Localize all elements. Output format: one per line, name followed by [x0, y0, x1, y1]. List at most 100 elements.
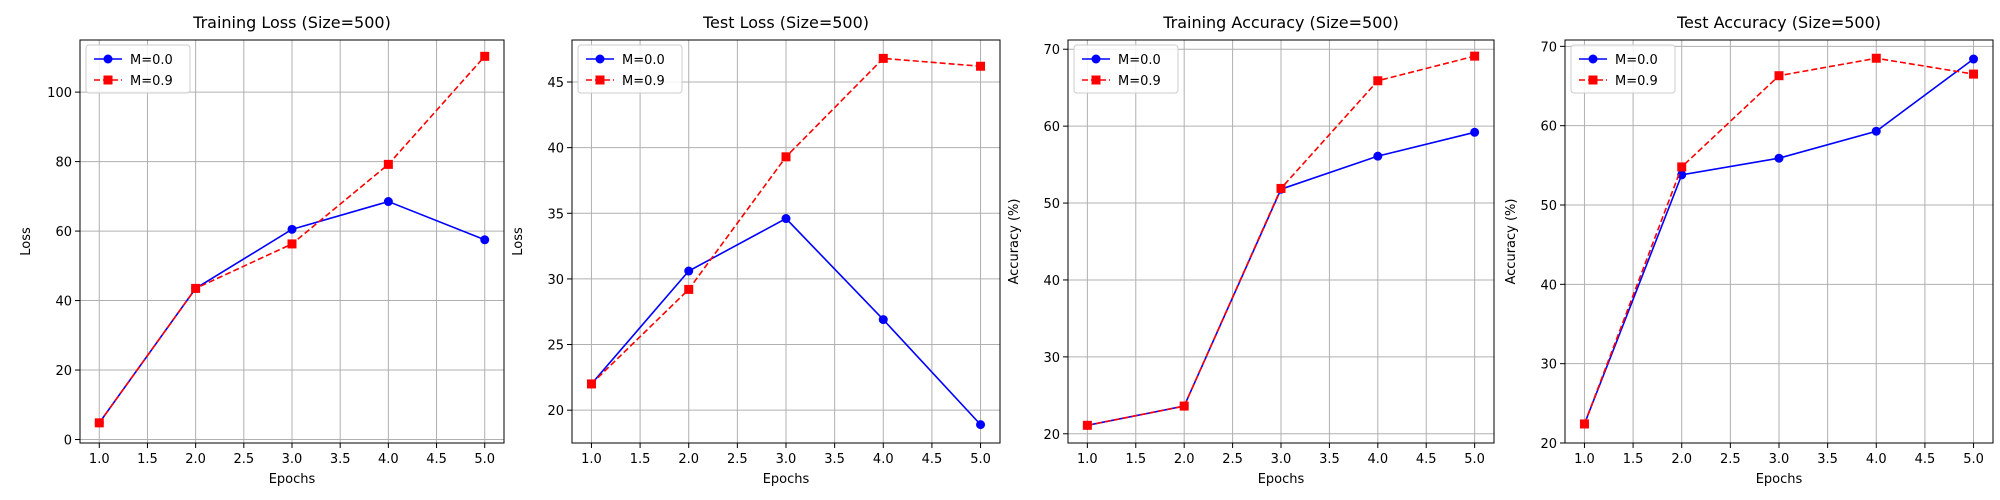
x-tick-label: 5.0: [1464, 452, 1485, 467]
y-tick-label: 60: [55, 225, 72, 240]
data-point: [1677, 170, 1687, 180]
x-tick-label: 4.5: [1416, 452, 1437, 467]
x-axis-label: Epochs: [269, 472, 316, 487]
x-tick-label: 4.5: [426, 452, 447, 467]
data-point: [1082, 420, 1092, 430]
x-tick-label: 2.5: [1720, 452, 1741, 467]
x-tick-label: 1.0: [581, 452, 602, 467]
y-axis-label: Accuracy (%): [1504, 199, 1519, 285]
x-tick-label: 5.0: [1963, 452, 1984, 467]
chart-panel-3: 1.0 1.5 2.0 2.5 3.0 3.5 4.0 4.5 5.0 20 30 40 50 60 70 T…: [1007, 13, 1495, 487]
data-point: [781, 152, 791, 162]
y-tick-label: 35: [547, 207, 564, 222]
y-tick-label: 45: [547, 76, 564, 91]
data-point: [94, 418, 104, 428]
x-axis-label: Epochs: [1756, 472, 1803, 487]
data-point: [1276, 183, 1286, 193]
legend-label: M=0.0: [130, 53, 173, 68]
legend-marker: [1091, 54, 1101, 64]
data-point: [1373, 151, 1383, 161]
x-tick-label: 5.0: [970, 452, 991, 467]
data-point: [1969, 54, 1979, 64]
data-point: [878, 53, 888, 63]
y-tick-label: 30: [1540, 358, 1557, 373]
data-point: [191, 283, 201, 293]
x-tick-label: 3.5: [330, 452, 351, 467]
y-tick-label: 30: [1043, 351, 1060, 366]
data-point: [976, 61, 986, 71]
y-tick-label: 20: [1043, 428, 1060, 443]
data-point: [1871, 126, 1881, 136]
y-tick-label: 25: [547, 339, 564, 354]
data-point: [480, 235, 490, 245]
x-tick-label: 4.0: [378, 452, 399, 467]
legend-label: M=0.9: [1615, 74, 1658, 89]
data-point: [781, 214, 791, 224]
x-tick-label: 2.0: [185, 452, 206, 467]
y-tick-label: 60: [1043, 120, 1060, 135]
chart-title: Test Accuracy (Size=500): [1676, 13, 1881, 32]
x-tick-label: 3.0: [1271, 452, 1292, 467]
x-tick-label: 3.5: [1817, 452, 1838, 467]
data-point: [878, 315, 888, 325]
x-tick-label: 4.5: [922, 452, 943, 467]
y-tick-label: 20: [1540, 437, 1557, 452]
data-point: [1373, 76, 1383, 86]
legend-label: M=0.0: [622, 53, 665, 68]
legend-label: M=0.9: [130, 74, 173, 89]
y-tick-label: 100: [47, 86, 72, 101]
data-point: [1470, 51, 1480, 61]
chart-title: Training Accuracy (Size=500): [1162, 13, 1399, 32]
legend-marker: [103, 75, 113, 85]
y-tick-label: 40: [55, 295, 72, 310]
legend-marker: [1588, 54, 1598, 64]
legend-marker: [1091, 75, 1101, 85]
legend-marker: [595, 75, 605, 85]
data-point: [383, 159, 393, 169]
data-point: [1470, 127, 1480, 137]
x-tick-label: 1.5: [1125, 452, 1146, 467]
data-point: [287, 239, 297, 249]
chart-panel-2: 1.0 1.5 2.0 2.5 3.0 3.5 4.0 4.5 5.0 20 25 30 35 40 45 T…: [511, 13, 1001, 487]
x-axis-label: Epochs: [763, 472, 810, 487]
y-tick-label: 40: [1043, 274, 1060, 289]
data-point: [684, 266, 694, 276]
y-tick-label: 30: [547, 273, 564, 288]
data-point: [287, 224, 297, 234]
y-axis-label: Loss: [19, 227, 34, 256]
x-axis-label: Epochs: [1258, 472, 1305, 487]
legend-marker: [595, 54, 605, 64]
legend-marker: [1588, 75, 1598, 85]
y-axis-label: Loss: [511, 227, 526, 256]
legend-label: M=0.9: [1118, 74, 1161, 89]
legend-label: M=0.9: [622, 74, 665, 89]
x-tick-label: 2.5: [1222, 452, 1243, 467]
data-point: [586, 379, 596, 389]
data-point: [684, 284, 694, 294]
x-tick-label: 1.5: [1623, 452, 1644, 467]
data-point: [480, 51, 490, 61]
chart-title: Test Loss (Size=500): [702, 13, 869, 32]
y-tick-label: 50: [1043, 197, 1060, 212]
y-tick-label: 60: [1540, 120, 1557, 135]
x-tick-label: 2.0: [1174, 452, 1195, 467]
x-tick-label: 4.0: [873, 452, 894, 467]
x-tick-label: 1.0: [1077, 452, 1098, 467]
data-point: [976, 420, 986, 430]
y-tick-label: 80: [55, 156, 72, 171]
y-tick-label: 20: [547, 404, 564, 419]
x-tick-label: 4.0: [1866, 452, 1887, 467]
data-point: [1871, 53, 1881, 63]
x-tick-label: 1.0: [89, 452, 110, 467]
legend-marker: [103, 54, 113, 64]
x-tick-label: 3.0: [282, 452, 303, 467]
data-point: [1579, 419, 1589, 429]
y-axis-label: Accuracy (%): [1007, 199, 1022, 285]
data-point: [1179, 401, 1189, 411]
data-point: [1677, 162, 1687, 172]
x-tick-label: 3.0: [776, 452, 797, 467]
y-tick-label: 20: [55, 364, 72, 379]
x-tick-label: 1.5: [137, 452, 158, 467]
y-tick-label: 40: [547, 142, 564, 157]
